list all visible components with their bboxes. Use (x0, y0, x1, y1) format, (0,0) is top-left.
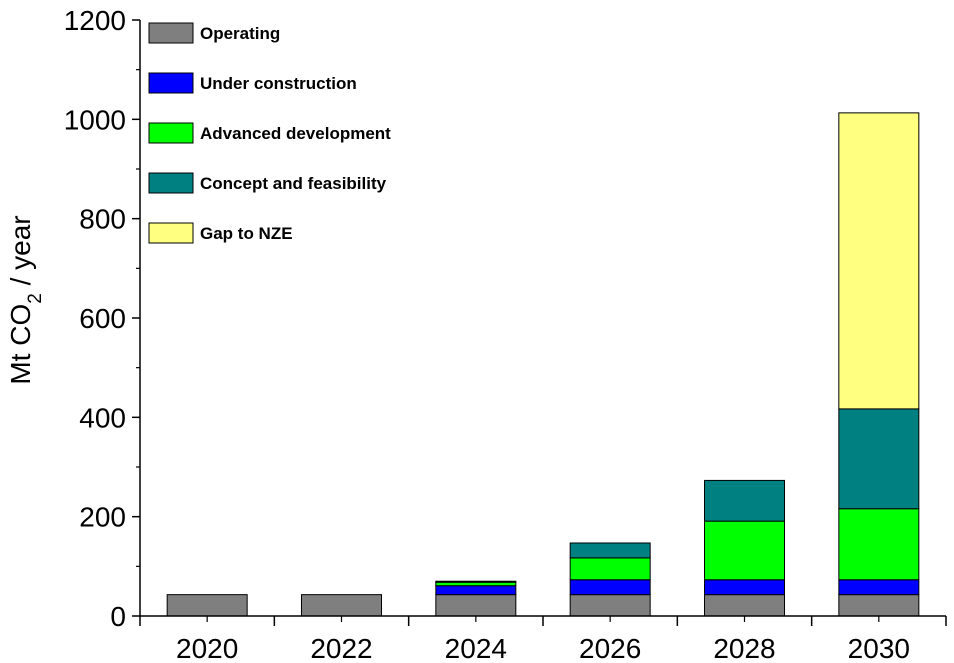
bar-2030-series-0 (838, 594, 920, 617)
bar-2026-series-3 (569, 542, 651, 559)
y-axis-title-main: Mt CO (5, 304, 36, 385)
y-axis-title-subscript: 2 (25, 293, 46, 304)
x-tick-label: 2026 (579, 633, 641, 663)
x-tick-label: 2028 (713, 633, 775, 663)
bar-2022-series-0 (301, 594, 382, 617)
tick-layer: 0 200 400 600 800 1000 1200 2020 2022 2024 2026 202… (64, 5, 947, 663)
bar-2020-series-0 (166, 594, 248, 617)
y-axis-title-tail: / year (5, 215, 36, 293)
bar-2028-series-2 (704, 520, 785, 581)
legend-swatch (148, 122, 194, 144)
x-tick-label: 2024 (445, 633, 507, 663)
bar-layer (166, 112, 920, 617)
x-tick-label: 2020 (176, 633, 238, 663)
y-tick-label: 800 (79, 204, 126, 235)
y-tick-label: 0 (110, 601, 126, 632)
bar-2024-series-3 (435, 580, 517, 583)
legend-swatch (148, 72, 194, 94)
legend-label: Under construction (200, 74, 357, 93)
bar-2030-series-1 (838, 579, 920, 596)
bar-2030-series-2 (838, 508, 920, 581)
legend-swatch (148, 22, 194, 44)
y-tick-label: 600 (79, 303, 126, 334)
bar-2026-series-1 (569, 579, 651, 596)
legend-label: Advanced development (200, 124, 391, 143)
bar-2028-series-3 (704, 479, 785, 522)
legend-swatch (148, 172, 194, 194)
x-tick-label: 2030 (848, 633, 910, 663)
legend-label: Operating (200, 24, 280, 43)
bar-2030-series-4 (838, 112, 920, 410)
bar-2030-series-3 (838, 408, 920, 510)
bar-2024-series-0 (435, 594, 517, 617)
y-tick-label: 1200 (64, 5, 126, 36)
legend: Operating Under construction Advanced deve… (148, 22, 391, 244)
legend-label: Gap to NZE (200, 224, 293, 243)
bar-2026-series-2 (569, 557, 651, 581)
bar-2026-series-0 (569, 594, 651, 617)
y-tick-label: 1000 (64, 104, 126, 135)
y-tick-label: 200 (79, 502, 126, 533)
bar-2024-series-1 (435, 585, 517, 596)
y-tick-label: 400 (79, 402, 126, 433)
bar-2028-series-1 (704, 579, 785, 596)
x-tick-label: 2022 (310, 633, 372, 663)
y-axis-title: Mt CO2 / year (5, 215, 46, 384)
legend-swatch (148, 222, 194, 244)
bar-2024-series-2 (435, 581, 517, 587)
axes-layer (139, 20, 946, 617)
bar-2028-series-0 (704, 594, 785, 617)
legend-label: Concept and feasibility (200, 174, 387, 193)
